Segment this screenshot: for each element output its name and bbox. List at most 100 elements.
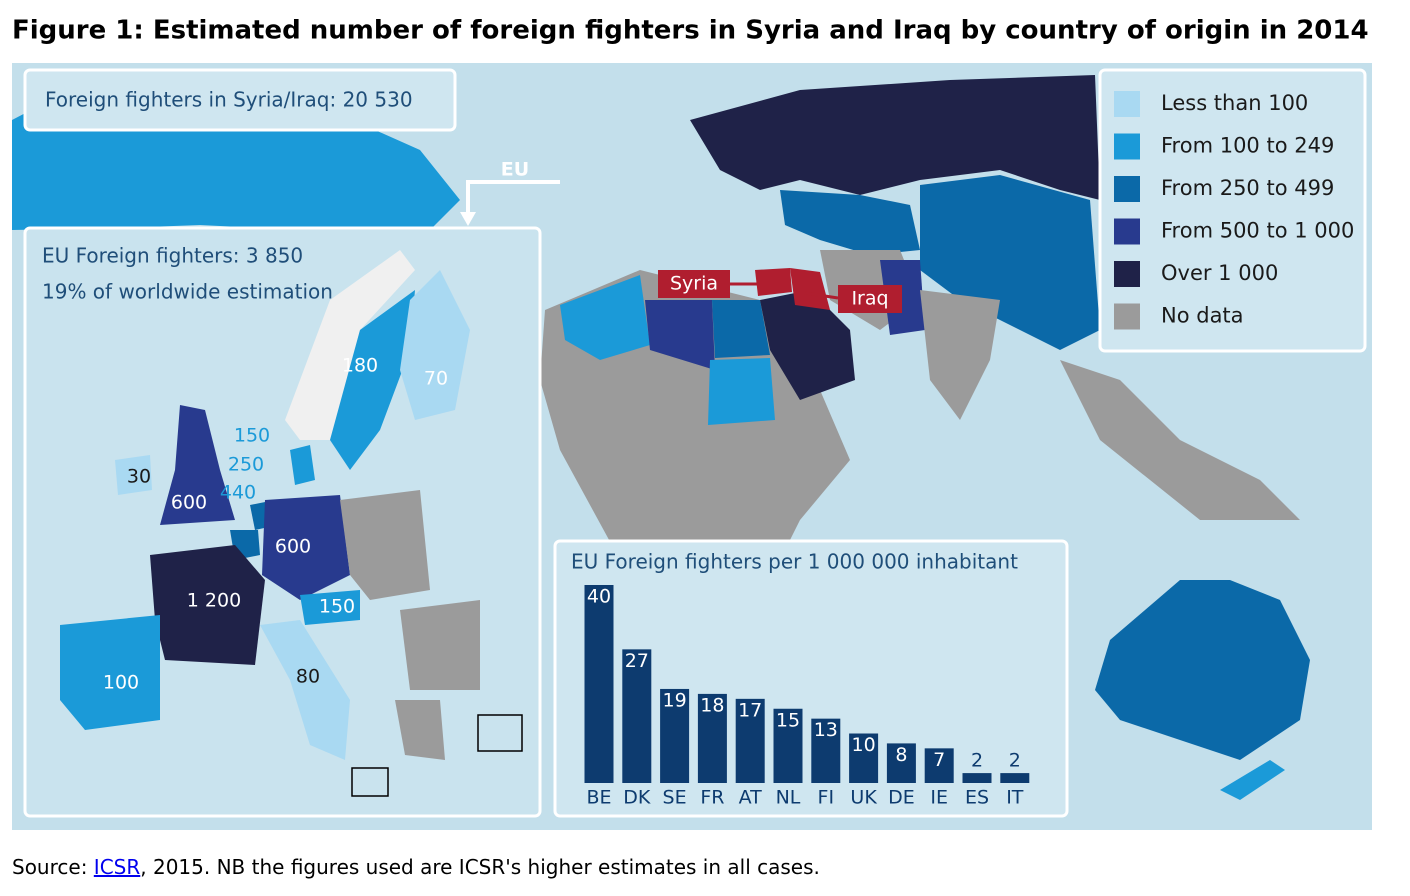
total-box [23, 68, 457, 132]
bar [735, 698, 765, 783]
australia [1095, 580, 1310, 760]
legend-label: From 250 to 499 [1161, 176, 1334, 200]
category-label: ES [965, 787, 989, 809]
source-rest: , 2015. NB the figures used are ICSR's h… [140, 855, 820, 879]
bar [660, 688, 690, 783]
map-label: 600 [275, 536, 311, 558]
category-label: FI [818, 787, 835, 809]
italy [260, 620, 350, 760]
source-link[interactable]: ICSR [94, 855, 141, 879]
syria-label: Syria [670, 273, 718, 295]
legend-label: Less than 100 [1161, 91, 1308, 115]
bar-chart-title: EU Foreign fighters per 1 000 000 inhabi… [571, 550, 1018, 574]
category-label: AT [739, 787, 763, 809]
value-label: 2 [1009, 750, 1021, 772]
iraq-label: Iraq [851, 288, 888, 310]
bar [584, 585, 614, 783]
legend-swatch [1114, 303, 1140, 330]
map-label: 1 200 [187, 590, 241, 612]
value-label: 7 [933, 749, 945, 771]
category-label: FR [700, 787, 724, 809]
map-label: 70 [424, 368, 448, 390]
map-label: 180 [342, 355, 378, 377]
value-label: 15 [776, 709, 800, 731]
bar [849, 733, 879, 783]
iraq-tag [838, 285, 902, 313]
russia [690, 75, 1100, 200]
bar [697, 693, 727, 783]
source: Source: ICSR, 2015. NB the figures used … [12, 855, 820, 879]
map-labels: 180 70 150 250 440 30 600 600 1 200 150 … [103, 355, 448, 694]
poland [340, 490, 430, 600]
value-label: 40 [587, 586, 611, 608]
europe-map [60, 250, 523, 797]
map-label: 100 [103, 672, 139, 694]
bar [622, 649, 652, 783]
legend-label: From 100 to 249 [1161, 134, 1334, 158]
new-zealand [1220, 760, 1285, 800]
value-label: 19 [663, 689, 687, 711]
legend: Less than 100 From 100 to 249 From 250 to … [1114, 91, 1354, 330]
cyprus-frame [477, 714, 523, 752]
category-label: DE [888, 787, 915, 809]
egypt [712, 300, 770, 358]
eu-arrow [466, 180, 560, 214]
bar [962, 773, 992, 783]
map-label: 150 [234, 425, 270, 447]
central-asia [780, 190, 920, 255]
category-label: IE [930, 787, 948, 809]
iraq [790, 268, 830, 310]
greece [395, 700, 445, 760]
value-label: 8 [895, 744, 907, 766]
south-east-asia [1060, 360, 1300, 520]
libya [645, 300, 715, 370]
france [150, 545, 265, 665]
norway [285, 250, 415, 440]
pakistan [880, 260, 925, 335]
bar [1000, 773, 1030, 783]
value-label: 13 [814, 719, 838, 741]
value-label: 27 [625, 650, 649, 672]
syria-tag [658, 270, 730, 298]
germany [262, 495, 350, 600]
eu-arrow-head [460, 212, 476, 226]
bar [773, 708, 803, 783]
map-label: 80 [296, 666, 320, 688]
value-label: 17 [738, 699, 762, 721]
bar-chart: 40BE27DK19SE18FR17AT15NL13FI10UK8DE7IE2E… [584, 585, 1030, 809]
category-label: IT [1006, 787, 1024, 809]
bar [811, 718, 841, 783]
category-label: SE [663, 787, 687, 809]
bar [886, 743, 916, 783]
malta-frame [351, 767, 389, 797]
map-label: 600 [171, 492, 207, 514]
category-label: BE [586, 787, 611, 809]
legend-swatch [1114, 91, 1140, 117]
denmark [290, 445, 315, 485]
legend-box [1098, 68, 1367, 353]
bar [924, 748, 954, 783]
total-text: Foreign fighters in Syria/Iraq: 20 530 [45, 88, 413, 112]
uk [160, 405, 235, 525]
category-label: NL [776, 787, 801, 809]
china [920, 175, 1100, 350]
legend-label: No data [1161, 304, 1244, 328]
ireland [115, 455, 152, 495]
syria [755, 268, 792, 296]
legend-label: From 500 to 1 000 [1161, 219, 1354, 243]
india [920, 290, 1000, 420]
eu-box-line1: EU Foreign fighters: 3 850 [42, 244, 303, 268]
value-label: 2 [971, 750, 983, 772]
category-label: DK [623, 787, 651, 809]
legend-swatch [1114, 176, 1140, 202]
algeria [560, 275, 650, 360]
saudi-arabia [760, 290, 855, 400]
sudan [708, 358, 775, 425]
spain [60, 615, 160, 730]
category-label: UK [850, 787, 877, 809]
map-label: 440 [220, 482, 256, 504]
austria [300, 590, 360, 625]
